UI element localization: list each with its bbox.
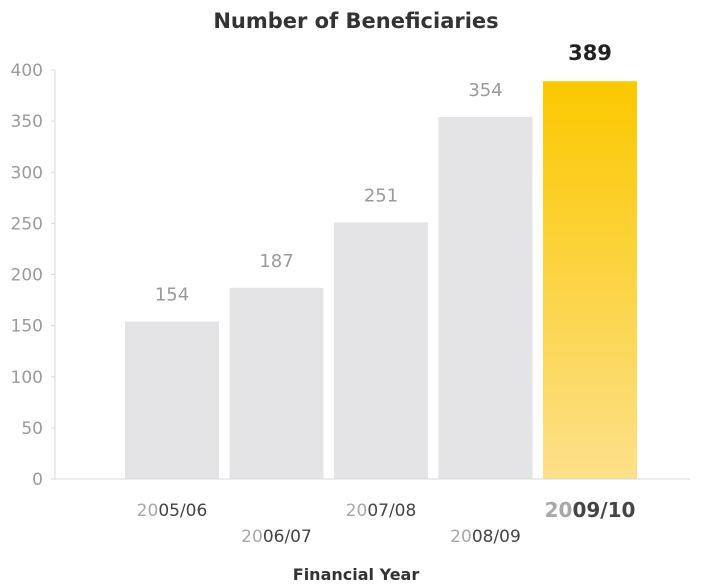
- data-label: 154: [155, 285, 189, 306]
- data-label: 187: [259, 251, 293, 272]
- x-tick-label: 2005/06: [137, 501, 208, 521]
- y-tick-label: 50: [21, 419, 43, 439]
- y-tick-label: 300: [11, 163, 43, 183]
- x-tick-label: 2007/08: [346, 501, 417, 521]
- bars: 154 187 251 354 389: [125, 41, 637, 480]
- x-tick-label: 2006/07: [241, 527, 312, 547]
- y-axis: 0 50 100 150 200 250 300 350 400: [11, 61, 56, 490]
- x-tick-label: 2008/09: [450, 527, 521, 547]
- bar: [438, 117, 533, 479]
- data-label: 354: [468, 80, 502, 101]
- y-tick-label: 400: [11, 61, 43, 81]
- y-tick-label: 250: [11, 214, 43, 234]
- bar-highlight: [543, 81, 637, 479]
- data-label: 389: [568, 41, 612, 65]
- bar: [334, 222, 428, 480]
- y-tick-label: 100: [11, 368, 43, 388]
- x-axis: 2005/06 2006/07 2007/08 2008/09 2009/10: [55, 478, 690, 547]
- data-label: 251: [364, 185, 398, 206]
- x-axis-title: Financial Year: [293, 565, 420, 584]
- bar: [125, 321, 219, 479]
- bar: [229, 287, 324, 479]
- y-tick-label: 0: [32, 470, 43, 490]
- y-tick-label: 200: [11, 266, 43, 286]
- y-tick-label: 350: [11, 112, 43, 132]
- x-tick-label: 2009/10: [545, 498, 636, 522]
- y-tick-label: 150: [11, 317, 43, 337]
- chart-title: Number of Beneficiaries: [213, 9, 498, 33]
